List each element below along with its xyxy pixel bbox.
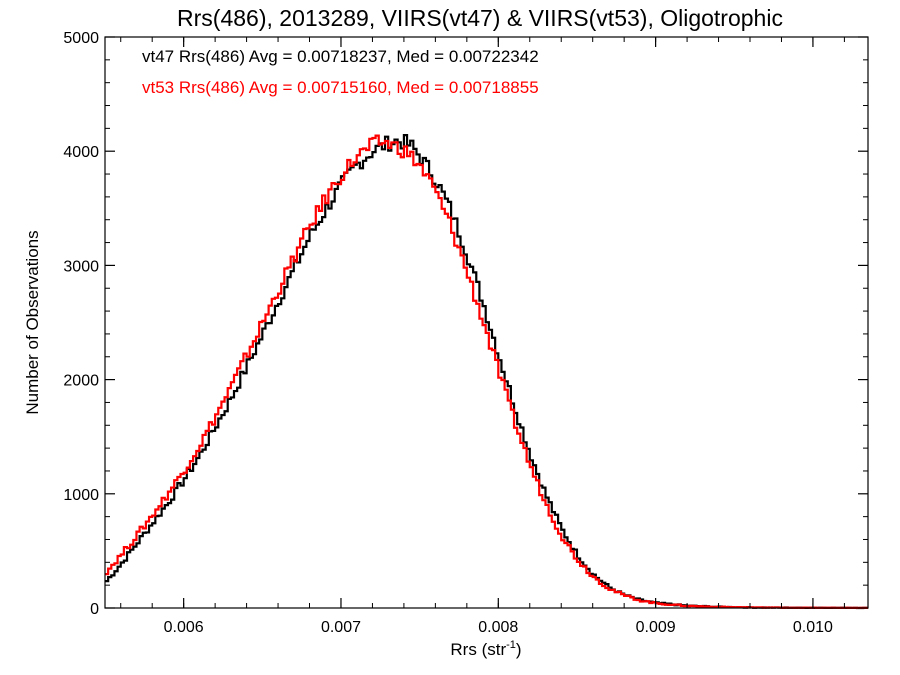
- series-line-1: [105, 134, 868, 610]
- annotation-vt53: vt53 Rrs(486) Avg = 0.00715160, Med = 0.…: [142, 78, 539, 97]
- x-axis-label-superscript: -1: [506, 639, 516, 651]
- x-axis-label: Rrs (str-1): [450, 639, 521, 659]
- x-tick-label: 0.008: [478, 619, 518, 636]
- series-line-0: [105, 134, 868, 610]
- series-layer: [105, 134, 868, 610]
- plot-frame: [104, 36, 869, 609]
- annotation-vt47: vt47 Rrs(486) Avg = 0.00718237, Med = 0.…: [142, 47, 539, 66]
- y-tick-label: 5000: [63, 30, 99, 47]
- y-tick-label: 1000: [63, 487, 99, 504]
- x-tick-label: 0.006: [164, 619, 204, 636]
- y-tick-label: 3000: [63, 258, 99, 275]
- y-tick-label: 0: [90, 601, 99, 618]
- x-axis-label-close: ): [516, 640, 522, 659]
- y-tick-label: 4000: [63, 144, 99, 161]
- chart-title: Rrs(486), 2013289, VIIRS(vt47) & VIIRS(v…: [177, 5, 783, 31]
- x-tick-label: 0.007: [321, 619, 361, 636]
- y-tick-label: 2000: [63, 373, 99, 390]
- x-tick-label: 0.009: [636, 619, 676, 636]
- axes-layer: 0.006 0.007 0.008 0.009 0.010 0 1000 2000 3000 40…: [63, 30, 869, 636]
- x-axis-label-main: Rrs (str: [450, 640, 506, 659]
- x-tick-label: 0.010: [793, 619, 833, 636]
- y-axis-label: Number of Observations: [23, 230, 42, 414]
- y-axis-label-group: Number of Observations: [23, 230, 42, 414]
